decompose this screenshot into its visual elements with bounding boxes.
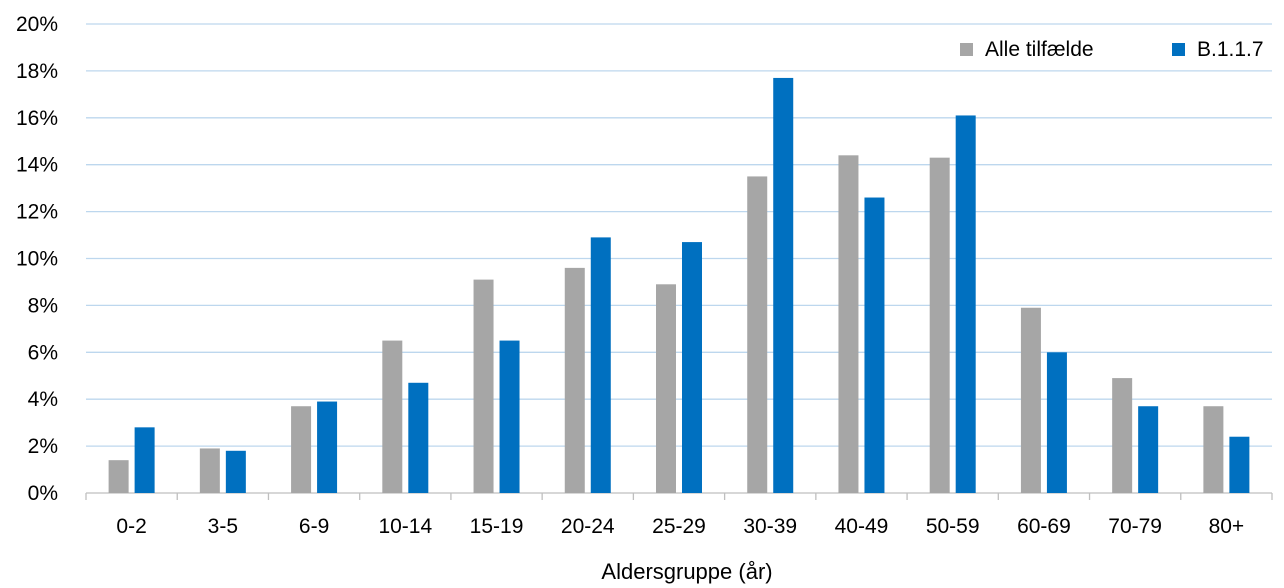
gridlines: [86, 23, 1272, 494]
x-tick-label: 6-9: [299, 515, 329, 538]
y-tick-label: 10%: [16, 248, 58, 271]
bar-b117: [955, 115, 976, 493]
x-tick-label: 20-24: [561, 515, 615, 538]
x-tick-label: 60-69: [1017, 515, 1071, 538]
x-tick-label: 25-29: [652, 515, 706, 538]
bar-alle-tilfaelde: [838, 155, 859, 493]
y-axis: 0% 2% 4% 6% 8% 10% 12% 14% 16% 18% 20%: [16, 13, 58, 505]
bar-b117: [225, 450, 246, 493]
bar-b117: [499, 340, 520, 493]
bar-alle-tilfaelde: [291, 406, 312, 493]
y-tick-label: 6%: [28, 341, 58, 364]
legend-label: B.1.1.7: [1197, 38, 1264, 61]
x-tick-label: 50-59: [926, 515, 980, 538]
y-tick-label: 12%: [16, 201, 58, 224]
x-tick-label: 0-2: [116, 515, 146, 538]
bar-alle-tilfaelde: [1112, 378, 1133, 493]
x-axis: 0-2 3-5 6-9 10-14 15-19 20-24 25-29 30-39 40-49 5…: [85, 493, 1273, 538]
legend-label: Alle tilfælde: [985, 38, 1094, 61]
legend-swatch: [1172, 43, 1185, 56]
bar-alle-tilfaelde: [1020, 307, 1041, 493]
y-tick-label: 20%: [16, 13, 58, 36]
legend-swatch: [960, 43, 973, 56]
x-tick-label: 15-19: [470, 515, 524, 538]
x-tick-label: 40-49: [835, 515, 889, 538]
x-tick-label: 3-5: [208, 515, 238, 538]
x-tick-label: 80+: [1209, 515, 1245, 538]
x-tick-label: 30-39: [743, 515, 797, 538]
bar-b117: [864, 197, 885, 493]
y-tick-label: 18%: [16, 60, 58, 83]
x-axis-title: Aldersgruppe (år): [601, 559, 772, 584]
bar-b117: [773, 77, 794, 493]
bar-alle-tilfaelde: [929, 157, 950, 494]
bar-alle-tilfaelde: [1203, 406, 1224, 493]
y-tick-label: 8%: [28, 294, 58, 317]
x-tick-label: 70-79: [1108, 515, 1162, 538]
bars: [108, 77, 1250, 494]
bar-b117: [1046, 352, 1067, 493]
bar-b117: [590, 237, 611, 493]
y-tick-label: 4%: [28, 388, 58, 411]
y-tick-label: 14%: [16, 154, 58, 177]
bar-alle-tilfaelde: [656, 284, 676, 493]
bar-b117: [682, 242, 702, 493]
y-tick-label: 2%: [28, 435, 58, 458]
legend: Alle tilfælde B.1.1.7: [960, 38, 1264, 61]
bar-b117: [134, 427, 155, 493]
bar-alle-tilfaelde: [382, 340, 403, 493]
bar-alle-tilfaelde: [564, 267, 585, 493]
bar-b117: [408, 382, 429, 493]
bar-alle-tilfaelde: [473, 279, 494, 493]
y-tick-label: 16%: [16, 107, 58, 130]
bar-b117: [317, 401, 338, 493]
bar-alle-tilfaelde: [199, 448, 220, 493]
y-tick-label: 0%: [28, 482, 58, 505]
bar-b117: [1138, 406, 1159, 493]
bar-b117: [1229, 436, 1250, 493]
x-tick-label: 10-14: [378, 515, 432, 538]
bar-alle-tilfaelde: [108, 460, 129, 493]
bar-alle-tilfaelde: [747, 176, 768, 494]
